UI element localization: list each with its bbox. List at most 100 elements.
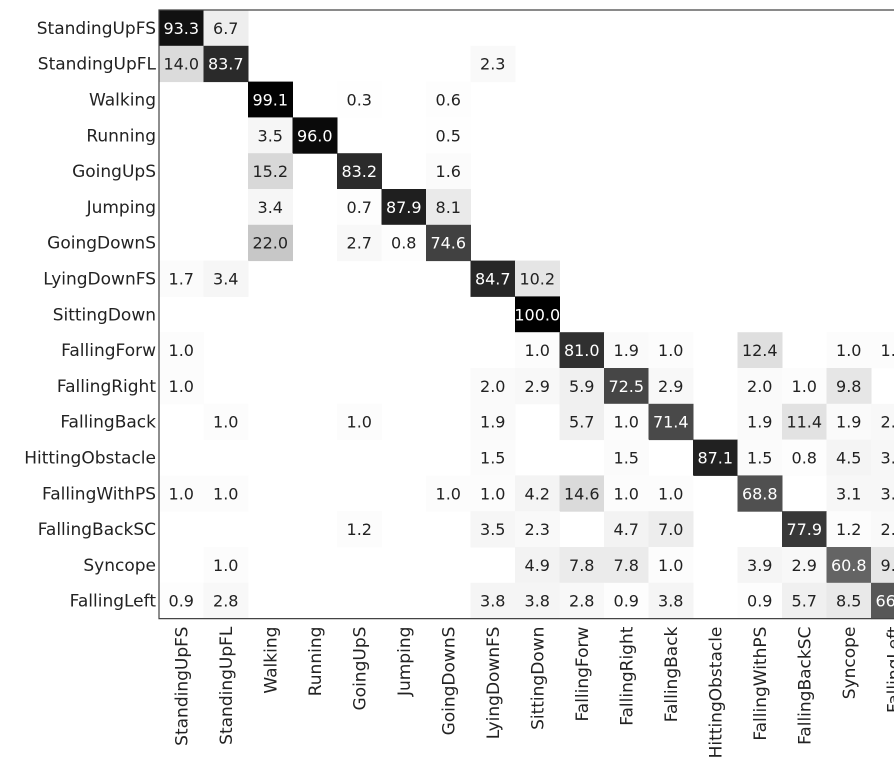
cell-lying-down-fs-standing-up-fl bbox=[203, 260, 249, 297]
cell-value-falling-right-lying-down-fs: 2.0 bbox=[480, 377, 505, 396]
col-label-falling-right: FallingRight bbox=[617, 626, 637, 725]
cell-value-falling-right-sitting-down: 2.9 bbox=[525, 377, 550, 396]
cell-hitting-obstacle-syncope bbox=[826, 439, 872, 476]
cell-falling-back-sc-syncope bbox=[826, 511, 872, 548]
cell-value-falling-with-ps-going-down-s: 1.0 bbox=[436, 484, 461, 503]
cell-value-going-up-s-going-down-s: 1.6 bbox=[436, 162, 461, 181]
cell-value-lying-down-fs-sitting-down: 10.2 bbox=[519, 270, 555, 289]
row-label-going-down-s: GoingDownS bbox=[47, 234, 156, 254]
cell-value-falling-back-falling-left: 2.9 bbox=[881, 413, 894, 432]
cell-value-lying-down-fs-lying-down-fs: 84.7 bbox=[475, 270, 511, 289]
cell-falling-forw-syncope bbox=[826, 332, 872, 369]
cell-value-standing-up-fs-standing-up-fs: 93.3 bbox=[163, 19, 199, 38]
cell-value-falling-back-sc-falling-back-sc: 77.9 bbox=[786, 520, 822, 539]
cell-falling-right-falling-back-sc bbox=[782, 368, 827, 405]
cell-falling-back-falling-with-ps bbox=[737, 403, 783, 441]
cell-value-syncope-falling-forw: 7.8 bbox=[569, 556, 594, 575]
col-label-syncope: Syncope bbox=[840, 627, 860, 700]
cell-falling-back-sc-going-up-s bbox=[337, 511, 382, 548]
cell-jumping-jumping bbox=[381, 189, 427, 226]
cell-lying-down-fs-standing-up-fs bbox=[159, 260, 204, 297]
cell-value-hitting-obstacle-lying-down-fs: 1.5 bbox=[480, 449, 505, 468]
cell-value-falling-right-standing-up-fs: 1.0 bbox=[169, 377, 194, 396]
cell-value-falling-left-standing-up-fl: 2.8 bbox=[213, 592, 238, 611]
cell-falling-right-syncope bbox=[826, 368, 872, 405]
cell-value-falling-back-falling-back: 71.4 bbox=[653, 413, 689, 432]
cell-going-up-s-going-down-s bbox=[426, 153, 471, 190]
col-label-falling-back: FallingBack bbox=[662, 626, 682, 722]
cell-falling-back-falling-forw bbox=[559, 403, 605, 441]
cell-value-standing-up-fs-standing-up-fl: 6.7 bbox=[213, 19, 238, 38]
cell-value-falling-left-standing-up-fs: 0.9 bbox=[169, 592, 194, 611]
cell-falling-right-lying-down-fs bbox=[470, 368, 516, 405]
cell-syncope-falling-back bbox=[648, 547, 694, 584]
cell-value-falling-left-lying-down-fs: 3.8 bbox=[480, 592, 505, 611]
col-label-sitting-down: SittingDown bbox=[528, 627, 548, 730]
cell-going-down-s-walking bbox=[248, 224, 293, 262]
cell-jumping-going-up-s bbox=[337, 189, 382, 226]
cell-value-falling-back-falling-forw: 5.7 bbox=[569, 413, 594, 432]
cell-value-going-down-s-walking: 22.0 bbox=[252, 234, 288, 253]
cell-value-falling-forw-falling-with-ps: 12.4 bbox=[742, 341, 778, 360]
cell-falling-left-syncope bbox=[826, 582, 872, 620]
col-label-falling-with-ps: FallingWithPS bbox=[751, 627, 771, 741]
cell-going-down-s-going-up-s bbox=[337, 224, 382, 262]
cell-running-walking bbox=[248, 117, 293, 154]
cell-value-falling-back-sc-going-up-s: 1.2 bbox=[347, 520, 372, 539]
cell-walking-going-down-s bbox=[426, 81, 471, 118]
row-label-standing-up-fl: StandingUpFL bbox=[38, 55, 157, 75]
cell-falling-with-ps-going-down-s bbox=[426, 475, 471, 512]
cell-value-walking-going-down-s: 0.6 bbox=[436, 91, 461, 110]
cell-value-falling-forw-falling-right: 1.9 bbox=[614, 341, 639, 360]
cell-value-falling-right-falling-forw: 5.9 bbox=[569, 377, 594, 396]
cell-falling-with-ps-falling-forw bbox=[559, 475, 605, 512]
cell-value-going-up-s-going-up-s: 83.2 bbox=[341, 162, 377, 181]
cell-falling-left-sitting-down bbox=[515, 582, 560, 620]
cell-value-syncope-standing-up-fl: 1.0 bbox=[213, 556, 238, 575]
cell-value-falling-back-lying-down-fs: 1.9 bbox=[480, 413, 505, 432]
row-label-falling-forw: FallingForw bbox=[61, 341, 156, 361]
cell-value-falling-left-sitting-down: 3.8 bbox=[525, 592, 550, 611]
cell-value-going-down-s-going-down-s: 74.6 bbox=[430, 234, 466, 253]
cell-value-running-walking: 3.5 bbox=[258, 126, 283, 145]
cell-falling-back-syncope bbox=[826, 403, 872, 441]
heatmap-cells bbox=[159, 10, 894, 620]
heatmap-cell-labels: 93.3 6.7 14.0 83.7 2.3 99.1 0.3 0.6 3.5 96.0 0.5 15… bbox=[163, 19, 894, 611]
cell-falling-forw-standing-up-fs bbox=[159, 332, 204, 369]
cell-standing-up-fl-standing-up-fs bbox=[159, 45, 204, 83]
cell-value-falling-left-falling-forw: 2.8 bbox=[569, 592, 594, 611]
cell-standing-up-fl-lying-down-fs bbox=[470, 45, 516, 83]
cell-value-standing-up-fl-standing-up-fs: 14.0 bbox=[163, 55, 199, 74]
cell-standing-up-fs-standing-up-fl bbox=[203, 10, 249, 47]
cell-falling-right-falling-with-ps bbox=[737, 368, 783, 405]
cell-value-falling-right-falling-back-sc: 1.0 bbox=[792, 377, 817, 396]
cell-syncope-sitting-down bbox=[515, 547, 560, 584]
cell-value-hitting-obstacle-falling-left: 3.0 bbox=[881, 449, 894, 468]
cell-running-going-down-s bbox=[426, 117, 471, 154]
cell-falling-back-sc-falling-back-sc bbox=[782, 511, 827, 548]
cell-value-hitting-obstacle-falling-back-sc: 0.8 bbox=[792, 449, 817, 468]
cell-value-sitting-down-sitting-down: 100.0 bbox=[514, 305, 560, 324]
cell-falling-back-sc-lying-down-fs bbox=[470, 511, 516, 548]
cell-value-falling-left-falling-right: 0.9 bbox=[614, 592, 639, 611]
cell-value-jumping-going-up-s: 0.7 bbox=[347, 198, 372, 217]
cell-value-falling-forw-falling-forw: 81.0 bbox=[564, 341, 600, 360]
col-label-walking: Walking bbox=[261, 627, 281, 694]
cell-value-running-running: 96.0 bbox=[297, 126, 333, 145]
cell-falling-with-ps-sitting-down bbox=[515, 475, 560, 512]
cell-value-falling-with-ps-standing-up-fs: 1.0 bbox=[169, 484, 194, 503]
cell-value-going-down-s-going-up-s: 2.7 bbox=[347, 234, 372, 253]
cell-going-up-s-walking bbox=[248, 153, 293, 190]
cell-value-falling-right-falling-right: 72.5 bbox=[608, 377, 644, 396]
cell-walking-going-up-s bbox=[337, 81, 382, 118]
cell-value-falling-forw-falling-back: 1.0 bbox=[658, 341, 683, 360]
cell-falling-right-falling-forw bbox=[559, 368, 605, 405]
cell-falling-left-falling-right bbox=[604, 582, 649, 620]
cell-value-jumping-walking: 3.4 bbox=[258, 198, 283, 217]
row-label-walking: Walking bbox=[89, 91, 156, 111]
cell-value-falling-with-ps-syncope: 3.1 bbox=[836, 484, 861, 503]
col-label-going-down-s: GoingDownS bbox=[439, 627, 459, 736]
cell-standing-up-fl-standing-up-fl bbox=[203, 45, 249, 83]
cell-falling-with-ps-falling-left bbox=[871, 475, 894, 512]
